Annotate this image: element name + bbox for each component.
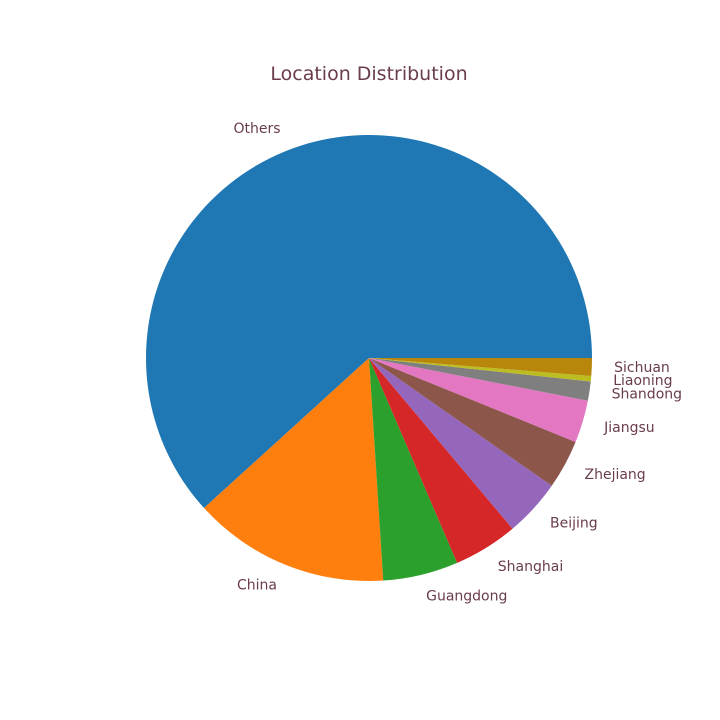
chart-title: Location Distribution [270,63,467,85]
pie-slice-sichuan [369,358,592,377]
pie-slice-jiangsu [369,358,588,442]
pie-slice-china [204,358,384,582]
pie-label-jiangsu: Jiangsu [603,420,655,436]
pie-slices [145,134,592,582]
pie-label-shanghai: Shanghai [498,559,563,575]
pie-slice-shandong [369,358,591,401]
pie-label-liaoning: Liaoning [613,373,672,389]
pie-slice-guangdong [369,358,458,581]
pie-slice-shanghai [369,358,513,563]
pie-label-shandong: Shandong [612,387,682,403]
pie-label-sichuan: Sichuan [614,360,670,376]
pie-label-china: China [237,577,277,593]
pie-slice-others [145,134,592,509]
pie-slice-liaoning [369,358,592,382]
pie-labels: Others China Guangdong Shanghai Beijing Zheji… [233,121,682,604]
pie-slice-beijing [369,358,552,529]
pie-label-beijing: Beijing [550,516,598,532]
pie-label-guangdong: Guangdong [426,589,507,605]
pie-label-zhejiang: Zhejiang [585,467,646,483]
pie-slice-zhejiang [369,358,576,486]
pie-label-others: Others [233,121,280,137]
